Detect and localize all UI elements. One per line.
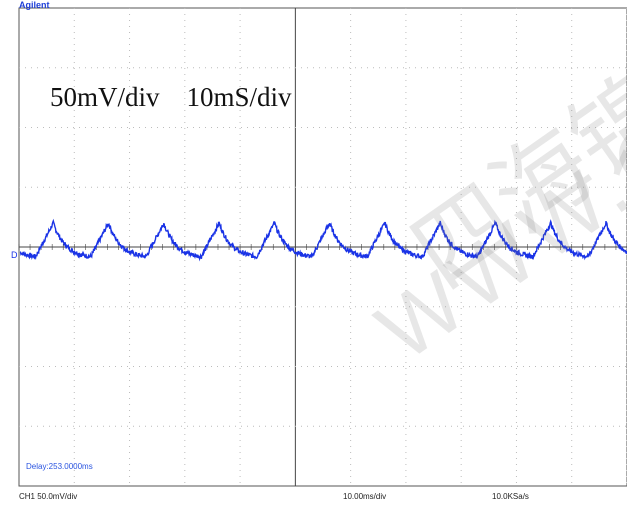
scale-annotation: 50mV/div 10mS/div bbox=[50, 82, 292, 112]
brand-logo: Agilent bbox=[19, 0, 50, 10]
waveform-trace bbox=[19, 218, 627, 262]
ripple-waveform bbox=[19, 218, 627, 262]
delay-readout: Delay:253.0000ms bbox=[26, 462, 93, 471]
channel-scale-readout: CH1 50.0mV/div bbox=[19, 492, 78, 501]
timebase-readout: 10.00ms/div bbox=[343, 492, 387, 501]
sample-rate-readout: 10.0KSa/s bbox=[492, 492, 529, 501]
